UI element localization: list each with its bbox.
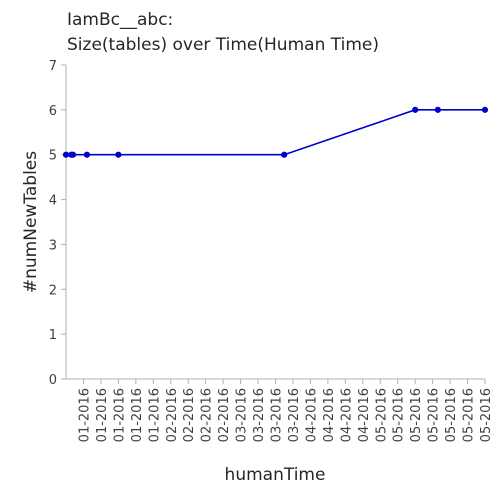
x-tick-label: 01-2016 xyxy=(147,388,162,442)
x-axis-ticks: 01-2016 01-2016 01-2016 01-2016 01-2016 02-20… xyxy=(77,379,494,442)
chart-title-line-2: Size(tables) over Time(Human Time) xyxy=(67,35,379,55)
x-tick-label: 01-2016 xyxy=(95,388,110,442)
x-tick-label: 05-2016 xyxy=(409,388,424,442)
y-tick-label: 2 xyxy=(49,283,57,298)
y-tick-label: 3 xyxy=(49,238,57,253)
data-point xyxy=(62,151,70,158)
data-point xyxy=(115,151,122,158)
x-tick-label: 05-2016 xyxy=(374,388,389,442)
data-point xyxy=(281,151,288,158)
data-point xyxy=(83,151,91,158)
x-tick-label: 02-2016 xyxy=(217,388,232,442)
x-tick-label: 04-2016 xyxy=(339,388,354,442)
x-tick-label: 03-2016 xyxy=(287,388,302,442)
x-tick-label: 02-2016 xyxy=(165,388,180,442)
x-tick-label: 01-2016 xyxy=(77,388,92,442)
x-tick-label: 05-2016 xyxy=(427,388,442,442)
chart-title-line-1: IamBc__abc: xyxy=(67,10,173,30)
x-tick-label: 04-2016 xyxy=(322,388,337,442)
x-axis-label: humanTime xyxy=(225,465,326,485)
y-tick-label: 0 xyxy=(49,373,57,388)
y-tick-label: 7 xyxy=(49,59,57,74)
data-point xyxy=(434,106,441,113)
y-axis-ticks: 0 1 2 3 4 5 6 7 xyxy=(49,59,66,388)
x-tick-label: 05-2016 xyxy=(462,388,477,442)
x-tick-label: 01-2016 xyxy=(130,388,145,442)
series-line xyxy=(66,109,485,156)
data-series xyxy=(62,106,489,158)
x-tick-label: 05-2016 xyxy=(479,388,494,442)
y-tick-label: 1 xyxy=(49,328,57,343)
y-tick-label: 5 xyxy=(49,149,57,164)
x-tick-label: 04-2016 xyxy=(357,388,372,442)
x-tick-label: 03-2016 xyxy=(252,388,267,442)
data-point xyxy=(412,106,419,113)
x-tick-label: 04-2016 xyxy=(304,388,319,442)
x-tick-label: 03-2016 xyxy=(235,388,250,442)
chart-title: IamBc__abc: Size(tables) over Time(Human… xyxy=(67,10,379,55)
data-point xyxy=(69,151,77,158)
y-axis-label: #numNewTables xyxy=(21,151,41,293)
data-point xyxy=(481,106,489,113)
x-tick-label: 03-2016 xyxy=(270,388,285,442)
x-tick-label: 02-2016 xyxy=(182,388,197,442)
axes xyxy=(65,65,485,380)
x-tick-label: 05-2016 xyxy=(392,388,407,442)
x-tick-label: 01-2016 xyxy=(112,388,127,442)
y-tick-label: 6 xyxy=(49,104,57,119)
x-tick-label: 05-2016 xyxy=(444,388,459,442)
y-tick-label: 4 xyxy=(49,194,57,209)
x-tick-label: 02-2016 xyxy=(200,388,215,442)
